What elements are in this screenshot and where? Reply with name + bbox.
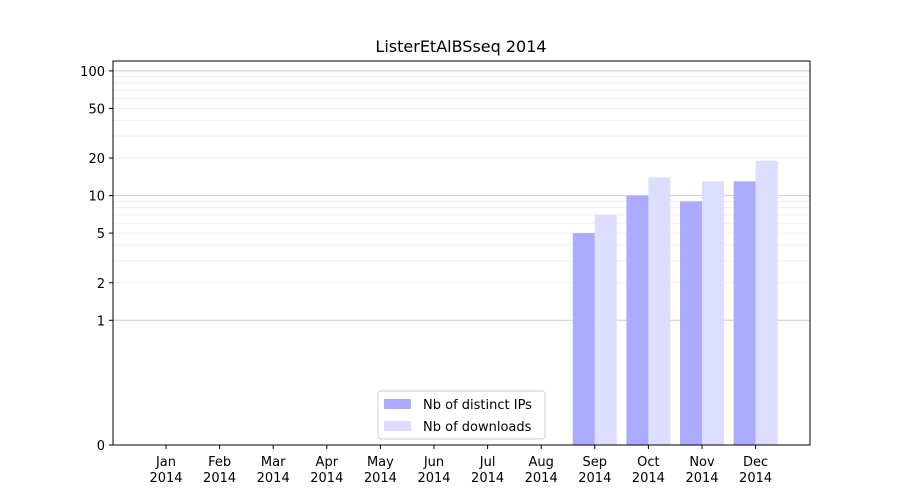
chart-title: ListerEtAlBSseq 2014 [375,37,546,56]
legend: Nb of distinct IPs Nb of downloads [377,390,546,440]
x-axis: Jan 2014 Feb 2014 Mar 2014 Apr 2014 May 2014 Jun 20… [149,445,772,486]
y-tick-label: 10 [88,190,105,205]
bar-distinct-ips [680,201,702,445]
x-tick-label: Apr 2014 [310,455,343,486]
y-tick-label: 0 [97,439,105,454]
bar-downloads [755,160,778,445]
x-tick-label: Feb 2014 [203,455,236,486]
y-tick-label: 1 [97,314,105,329]
y-axis: 0 1 2 5 10 20 50 100 [80,65,113,454]
bar-distinct-ips [733,181,756,445]
legend-swatch [384,421,411,431]
x-tick-label: May 2014 [364,455,397,486]
legend-swatch [384,399,411,409]
x-tick-label: Mar 2014 [257,455,290,486]
x-tick-label: Dec 2014 [739,455,772,486]
y-tick-label: 2 [97,277,105,292]
x-tick-label: Oct 2014 [632,455,665,486]
x-tick-label: Nov 2014 [685,455,718,486]
bars [572,160,778,445]
bar-downloads [648,177,671,445]
x-tick-label: Aug 2014 [525,455,558,486]
legend-box [377,390,546,440]
bar-distinct-ips [626,195,649,445]
plot-frame [112,60,811,446]
bar-downloads [702,181,724,445]
y-tick-label: 50 [88,102,105,117]
y-tick-label: 5 [97,227,105,242]
legend-label: Nb of distinct IPs [423,398,532,413]
y-tick-label: 100 [80,65,105,80]
y-tick-label: 20 [88,152,105,167]
bar-downloads [594,214,617,445]
x-tick-label: Jul 2014 [471,455,504,486]
x-tick-label: Sep 2014 [578,455,611,486]
x-tick-label: Jan 2014 [149,455,182,486]
bar-distinct-ips [572,233,595,445]
x-tick-label: Jun 2014 [417,455,450,486]
legend-label: Nb of downloads [423,420,532,435]
